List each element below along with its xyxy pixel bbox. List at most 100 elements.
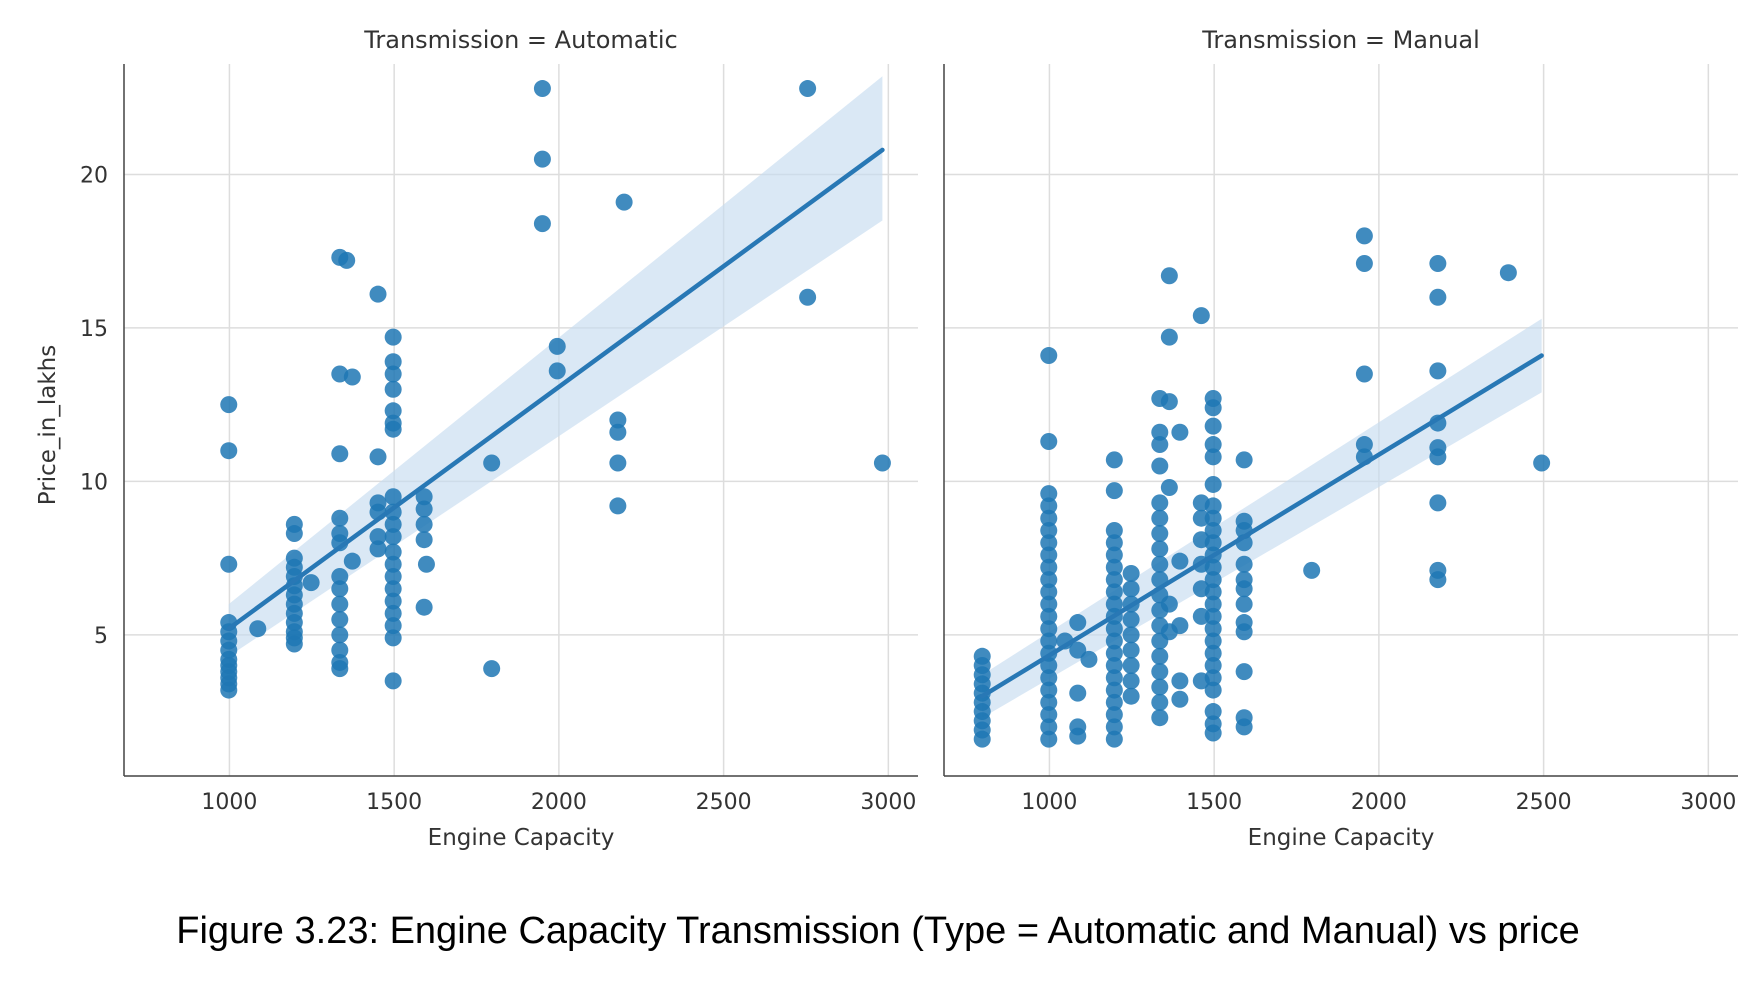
scatter-point <box>369 285 387 303</box>
scatter-point <box>1105 669 1123 687</box>
scatter-point <box>1040 693 1058 711</box>
x-tick-label: 2000 <box>531 790 587 815</box>
scatter-point <box>1235 709 1253 727</box>
scatter-point <box>331 525 349 543</box>
x-tick-label: 2500 <box>696 790 752 815</box>
scatter-point <box>1204 417 1222 435</box>
x-tick-label: 3000 <box>1680 790 1736 815</box>
y-tick-label: 20 <box>80 163 108 188</box>
scatter-point <box>973 647 991 665</box>
scatter-point <box>1105 681 1123 699</box>
scatter-point <box>1151 457 1169 475</box>
scatter-point <box>1355 227 1373 245</box>
scatter-point <box>799 80 817 98</box>
x-tick-label: 1500 <box>1186 790 1242 815</box>
scatter-point <box>1160 479 1178 497</box>
scatter-point <box>1040 583 1058 601</box>
scatter-point <box>1122 641 1140 659</box>
scatter-point <box>1235 663 1253 681</box>
scatter-point <box>873 454 891 472</box>
x-axis-label: Engine Capacity <box>1248 825 1435 851</box>
scatter-point <box>1105 534 1123 552</box>
scatter-point <box>615 193 633 211</box>
scatter-point <box>1105 706 1123 724</box>
scatter-point <box>1040 521 1058 539</box>
scatter-point <box>1204 534 1222 552</box>
scatter-point <box>384 543 402 561</box>
scatter-point <box>384 488 402 506</box>
scatter-point <box>1105 595 1123 613</box>
scatter-point <box>1204 644 1222 662</box>
scatter-point <box>384 414 402 432</box>
scatter-point <box>1040 347 1058 365</box>
scatter-point-layer <box>220 80 891 699</box>
scatter-point <box>384 353 402 371</box>
scatter-point <box>1122 687 1140 705</box>
scatter-point <box>1122 610 1140 628</box>
scatter-point <box>1160 393 1178 411</box>
scatter-point <box>1204 681 1222 699</box>
scatter-point <box>1151 647 1169 665</box>
scatter-point <box>220 555 238 573</box>
scatter-point <box>384 528 402 546</box>
scatter-point <box>1235 555 1253 573</box>
x-tick-label: 3000 <box>860 790 916 815</box>
scatter-point <box>1204 607 1222 625</box>
scatter-point <box>1204 657 1222 675</box>
scatter-point <box>1105 583 1123 601</box>
scatter-point <box>384 617 402 635</box>
confidence-band <box>982 318 1542 718</box>
scatter-point <box>369 540 387 558</box>
scatter-point <box>1204 595 1222 613</box>
scatter-point <box>1040 607 1058 625</box>
scatter-point <box>1204 583 1222 601</box>
scatter-point <box>331 509 349 527</box>
scatter-point <box>343 368 361 386</box>
scatter-point <box>1069 614 1087 632</box>
scatter-point <box>1151 525 1169 543</box>
facet-panel-automatic: Transmission = Automatic 1000 1500 2000 250… <box>35 26 918 851</box>
scatter-point <box>343 552 361 570</box>
scatter-point <box>331 626 349 644</box>
scatter-point <box>1040 595 1058 613</box>
scatter-point <box>1160 267 1178 285</box>
scatter-point <box>1151 693 1169 711</box>
scatter-point <box>1040 718 1058 736</box>
figure: Transmission = Automatic 1000 1500 2000 250… <box>35 26 1738 851</box>
scatter-point <box>548 362 566 380</box>
scatter-point <box>331 641 349 659</box>
scatter-point <box>384 672 402 690</box>
confidence-band-layer <box>982 318 1542 718</box>
scatter-point <box>338 251 356 269</box>
scatter-point <box>609 411 627 429</box>
scatter-point <box>384 328 402 346</box>
scatter-point <box>1355 436 1373 454</box>
scatter-point <box>1429 439 1447 457</box>
scatter-point <box>1040 558 1058 576</box>
scatter-point <box>1429 254 1447 272</box>
scatter-point <box>1105 451 1123 469</box>
scatter-point <box>1429 494 1447 512</box>
scatter-point <box>1204 571 1222 589</box>
scatter-point <box>384 555 402 573</box>
scatter-point <box>1040 706 1058 724</box>
scatter-point <box>483 454 501 472</box>
scatter-point <box>384 580 402 598</box>
scatter-point <box>1171 690 1189 708</box>
scatter-point <box>285 515 303 533</box>
scatter-point <box>1204 436 1222 454</box>
scatter-point <box>369 448 387 466</box>
scatter-point <box>1040 681 1058 699</box>
scatter-point <box>1204 558 1222 576</box>
scatter-point <box>384 380 402 398</box>
scatter-point <box>1105 620 1123 638</box>
scatter-point <box>384 604 402 622</box>
scatter-point <box>1151 555 1169 573</box>
scatter-point <box>1171 617 1189 635</box>
scatter-point <box>415 531 433 549</box>
figure-caption: Figure 3.23: Engine Capacity Transmissio… <box>176 910 1580 952</box>
scatter-point <box>548 337 566 355</box>
x-tick-label: 2500 <box>1516 790 1572 815</box>
facet-panel-manual: Transmission = Manual 1000 1500 2000 2500 30… <box>943 26 1738 851</box>
scatter-point <box>384 629 402 647</box>
